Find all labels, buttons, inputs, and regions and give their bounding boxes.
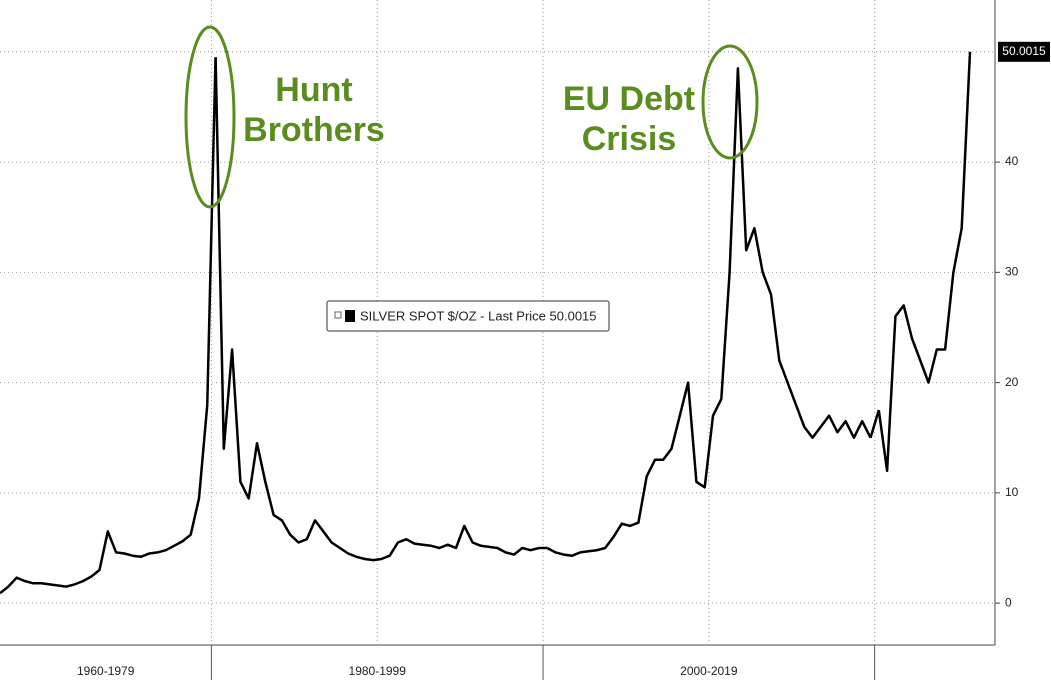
price-line bbox=[0, 404, 209, 595]
legend: SILVER SPOT $/OZ - Last Price 50.0015 bbox=[326, 300, 610, 332]
annotation: Brothers bbox=[243, 111, 385, 149]
y-tick-label: 20 bbox=[1005, 375, 1019, 389]
annotation: Crisis bbox=[582, 120, 677, 158]
y-tick-label: 0 bbox=[1005, 595, 1012, 609]
legend-swatch bbox=[345, 310, 355, 322]
legend-label: SILVER SPOT $/OZ - Last Price 50.0015 bbox=[360, 308, 597, 323]
y-tick-label: 30 bbox=[1005, 265, 1019, 279]
annotation: EU Debt bbox=[563, 80, 695, 118]
highlight-ellipse bbox=[701, 44, 759, 160]
annotation: Hunt bbox=[275, 71, 352, 109]
x-group-label: 1960-1979 bbox=[77, 664, 135, 678]
price-line bbox=[546, 67, 872, 557]
y-tick-label: 40 bbox=[1005, 154, 1019, 168]
legend-toggle bbox=[334, 311, 342, 319]
last-price-label: 50.0015 bbox=[1002, 44, 1046, 58]
last-price-box bbox=[998, 41, 1050, 62]
line-connector bbox=[869, 409, 881, 439]
line-connector bbox=[206, 57, 217, 405]
y-tick-label: 10 bbox=[1005, 485, 1019, 499]
x-group-label: 2000-2019 bbox=[680, 664, 738, 678]
price-line bbox=[877, 51, 972, 473]
price-line bbox=[214, 57, 540, 562]
plot bbox=[0, 51, 972, 595]
x-group-label: 1980-1999 bbox=[349, 664, 407, 678]
highlight-ellipse bbox=[184, 25, 236, 209]
legend-box bbox=[326, 300, 610, 332]
